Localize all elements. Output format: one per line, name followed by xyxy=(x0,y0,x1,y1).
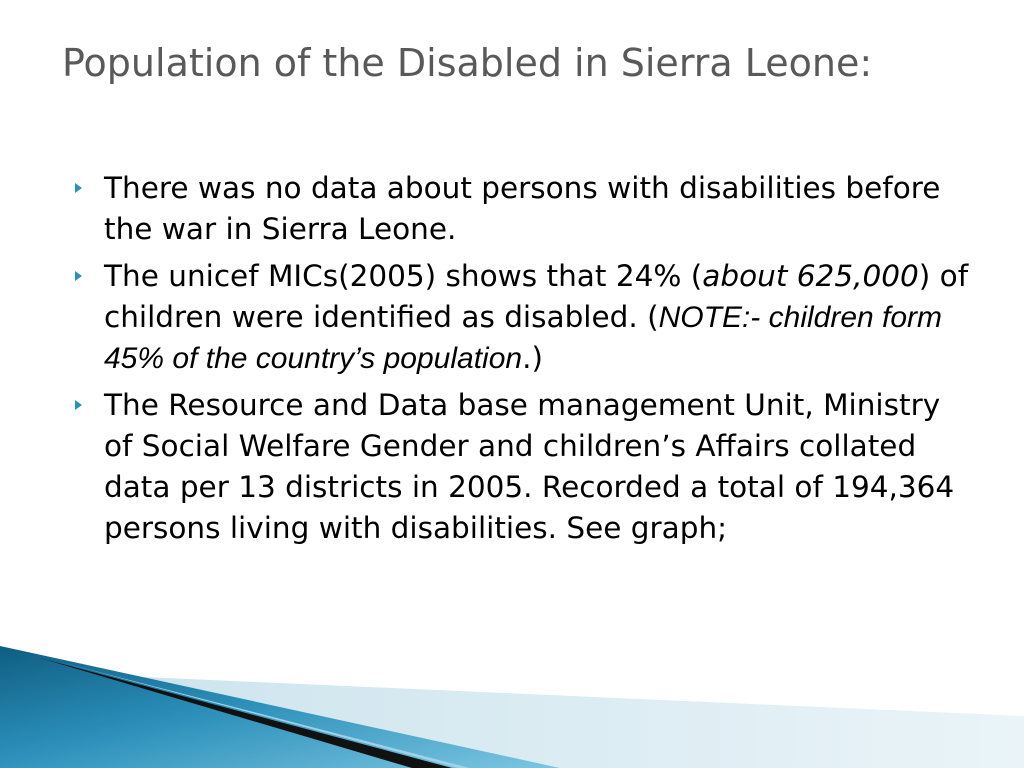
bullet-text-part: .) xyxy=(522,341,543,375)
triangle-bullet-icon xyxy=(75,183,82,193)
decor-pale-band xyxy=(120,676,1024,768)
slide-title: Population of the Disabled in Sierra Leo… xyxy=(62,41,873,85)
bullet-item: There was no data about persons with dis… xyxy=(75,168,975,250)
bullet-text-italic: about 625,000 xyxy=(702,259,919,293)
bullet-item: The Resource and Data base management Un… xyxy=(75,385,975,549)
bullet-text: The Resource and Data base management Un… xyxy=(104,388,955,545)
bullet-item: The unicef MICs(2005) shows that 24% (ab… xyxy=(75,256,975,379)
decor-dark-stripe xyxy=(40,658,452,768)
decorative-swoosh xyxy=(0,646,1024,768)
triangle-bullet-icon xyxy=(75,400,82,410)
bullet-note: NOTE:- children form 45% of the country’… xyxy=(104,301,943,375)
decor-light-stripe xyxy=(60,662,470,768)
bullet-text-part: ) of children were identified as disable… xyxy=(104,259,969,334)
bullet-text-part: The unicef MICs(2005) shows that 24% ( xyxy=(104,259,703,293)
decor-blue-wedge xyxy=(0,646,560,768)
bullet-list: There was no data about persons with dis… xyxy=(75,168,975,555)
bullet-text: There was no data about persons with dis… xyxy=(104,171,941,246)
triangle-bullet-icon xyxy=(75,271,82,281)
